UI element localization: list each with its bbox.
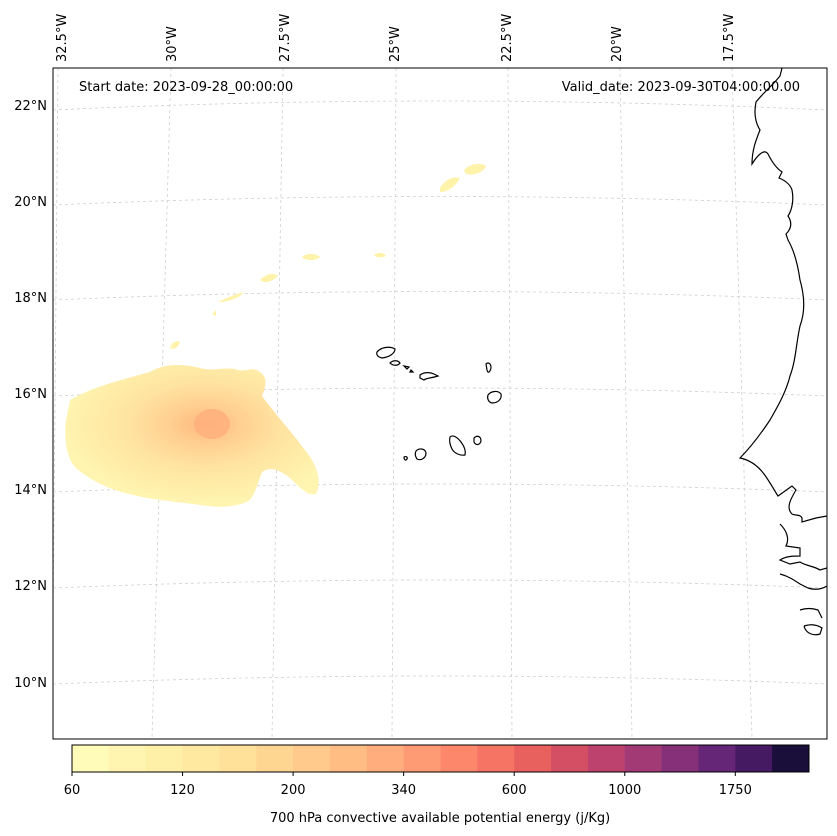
colorbar-label: 700 hPa convective available potential e… bbox=[270, 811, 610, 826]
colorbar-cell bbox=[108, 745, 147, 772]
cape-verde-sal bbox=[485, 362, 492, 373]
colorbar-cell bbox=[256, 745, 294, 772]
cape-verde-sao-vicente bbox=[389, 360, 401, 366]
colorbar-cell bbox=[624, 745, 663, 772]
colorbar-tick-label: 1750 bbox=[719, 783, 752, 798]
colorbar-cell bbox=[329, 745, 368, 772]
latitude-label: 20°N bbox=[14, 195, 47, 210]
colorbar-cell bbox=[735, 745, 773, 772]
cape-verde-sao-nicolau bbox=[419, 372, 440, 381]
colorbar-cell bbox=[698, 745, 736, 772]
colorbar-cell bbox=[403, 745, 441, 772]
coastlines bbox=[376, 68, 827, 636]
colorbar-cell bbox=[72, 745, 110, 772]
longitude-label: 22.5°W bbox=[500, 14, 515, 62]
longitude-label: 30°W bbox=[165, 26, 180, 62]
map-frame bbox=[52, 67, 828, 740]
latitude-label: 12°N bbox=[14, 579, 47, 594]
colorbar-cell bbox=[551, 745, 589, 772]
longitude-label: 27.5°W bbox=[278, 14, 293, 62]
longitude-label: 20°W bbox=[610, 26, 625, 62]
colorbar-cell bbox=[477, 745, 515, 772]
longitude-label: 25°W bbox=[388, 26, 403, 62]
colorbar-cell bbox=[772, 745, 810, 772]
cape-verde-fogo bbox=[414, 448, 427, 461]
latitude-label: 14°N bbox=[14, 483, 47, 498]
cape-verde-santo-antao bbox=[376, 346, 396, 359]
longitude-label: 32.5°W bbox=[55, 14, 70, 62]
colorbar-cell bbox=[366, 745, 405, 772]
latitude-label: 16°N bbox=[14, 387, 47, 402]
colorbar-tick-label: 1000 bbox=[608, 783, 641, 798]
colorbar-frame bbox=[71, 744, 810, 773]
latitude-labels: 22°N 20°N 18°N 16°N 14°N 12°N 10°N bbox=[14, 99, 47, 691]
cape-verde-maio bbox=[473, 435, 482, 446]
cape-verde-brava bbox=[403, 456, 408, 461]
gambia-guinea-coast bbox=[778, 523, 827, 636]
longitude-label: 17.5°W bbox=[722, 14, 737, 62]
colorbar-cell bbox=[293, 745, 331, 772]
colorbar-cell bbox=[182, 745, 220, 772]
valid-date-label: Valid_date: 2023-09-30T04:00:00.00 bbox=[562, 80, 800, 95]
colorbar-cells bbox=[72, 745, 810, 772]
colorbar-cell bbox=[661, 745, 699, 772]
colorbar: 60 120 200 340 600 1000 1750 700 hPa convectiv… bbox=[64, 744, 810, 826]
cape-field bbox=[65, 163, 486, 507]
colorbar-cell bbox=[514, 745, 552, 772]
colorbar-cell bbox=[587, 745, 626, 772]
west-africa-coast bbox=[738, 68, 827, 523]
cape-verde-boa-vista bbox=[487, 390, 502, 404]
latitude-label: 22°N bbox=[14, 99, 47, 114]
colorbar-tick-label: 600 bbox=[502, 783, 527, 798]
latitude-label: 10°N bbox=[14, 676, 47, 691]
colorbar-tick-label: 60 bbox=[64, 783, 81, 798]
colorbar-ticks: 60 120 200 340 600 1000 1750 bbox=[64, 772, 752, 798]
colorbar-cell bbox=[440, 745, 478, 772]
colorbar-cell bbox=[145, 745, 184, 772]
longitude-labels: 32.5°W 30°W 27.5°W 25°W 22.5°W 20°W 17.5°W bbox=[55, 14, 737, 62]
latitude-label: 18°N bbox=[14, 291, 47, 306]
start-date-label: Start date: 2023-09-28_00:00:00 bbox=[79, 80, 293, 95]
colorbar-tick-label: 120 bbox=[170, 783, 195, 798]
cape-verde-santa-luzia bbox=[402, 365, 415, 373]
colorbar-cell bbox=[219, 745, 257, 772]
colorbar-tick-label: 200 bbox=[281, 783, 306, 798]
cape-verde-santiago bbox=[449, 435, 466, 456]
colorbar-tick-label: 340 bbox=[391, 783, 416, 798]
